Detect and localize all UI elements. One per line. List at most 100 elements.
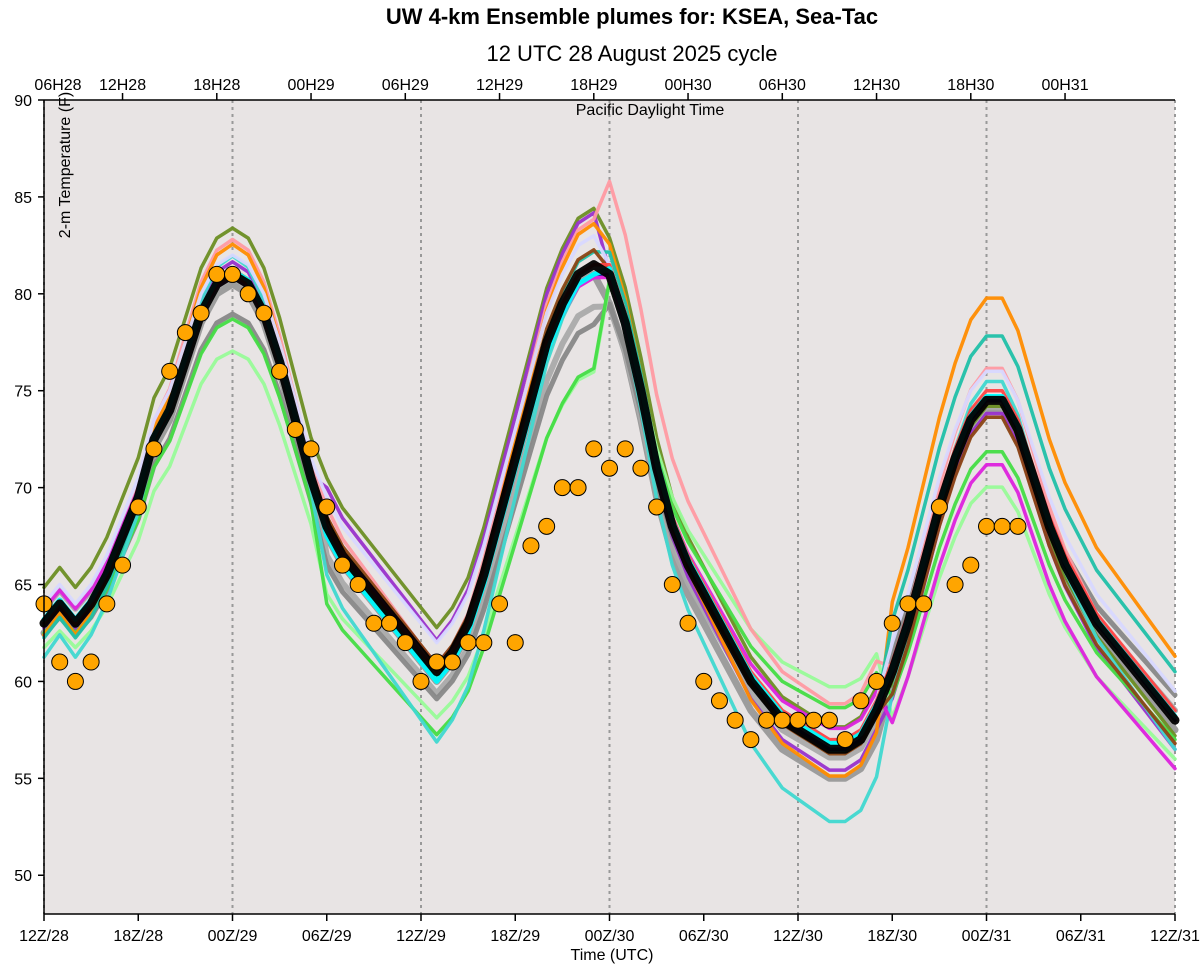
x-tick-label: 00Z/29 (208, 928, 258, 945)
observation-point (663, 576, 681, 594)
top-tick-label: 00H31 (1041, 77, 1088, 94)
observation-point (899, 595, 917, 613)
y-tick-label: 65 (14, 578, 32, 595)
observation-point (601, 459, 618, 477)
top-tick-label: 00H29 (287, 77, 334, 94)
x-tick-label: 12Z/31 (1150, 928, 1200, 945)
top-axis-label: Pacific Daylight Time (576, 102, 725, 119)
observation-point (946, 576, 964, 594)
series-line-member-orange (42, 221, 1177, 778)
observation-point (758, 711, 776, 729)
observation-point (255, 304, 273, 322)
observation-point (145, 440, 163, 458)
observation-point (459, 634, 477, 652)
observation-point (208, 265, 226, 283)
y-tick-label: 75 (14, 384, 32, 401)
observation-point (679, 614, 697, 632)
observation-point (491, 595, 509, 613)
observation-point (978, 517, 995, 535)
observations-layer (35, 265, 1027, 749)
x-tick-label: 12Z/30 (773, 928, 823, 945)
series-line-member-pink (42, 179, 1177, 722)
chart-subtitle: 12 UTC 28 August 2025 cycle (486, 41, 777, 66)
x-tick-label: 06Z/30 (679, 928, 729, 945)
observation-point (176, 324, 194, 342)
observation-point (286, 420, 304, 438)
observation-point (820, 711, 838, 729)
x-tick-label: 06Z/29 (302, 928, 352, 945)
observation-point (396, 634, 414, 652)
observation-point (962, 556, 980, 574)
observation-point (616, 440, 634, 458)
x-tick-label: 00Z/30 (585, 928, 635, 945)
observation-point (632, 459, 650, 477)
x-tick-label: 18Z/28 (113, 928, 163, 945)
y-axis-label: 2-m Temperature (F) (57, 92, 74, 238)
y-tick-label: 80 (14, 287, 32, 304)
y-tick-label: 90 (14, 93, 32, 110)
top-tick-label: 18H30 (947, 77, 994, 94)
observation-point (553, 479, 571, 497)
observation-point (114, 556, 132, 574)
observation-point (883, 614, 901, 632)
x-tick-label: 18Z/29 (490, 928, 540, 945)
observation-point (82, 653, 100, 671)
x-tick-label: 18Z/30 (867, 928, 917, 945)
observation-point (726, 711, 744, 729)
observation-point (129, 498, 147, 516)
observation-point (66, 672, 84, 690)
observation-point (585, 440, 603, 458)
top-tick-label: 06H28 (34, 77, 81, 94)
observation-point (224, 265, 241, 283)
top-tick-label: 12H29 (476, 77, 523, 94)
observation-point (412, 672, 430, 690)
x-tick-label: 00Z/31 (962, 928, 1012, 945)
y-tick-label: 85 (14, 190, 32, 207)
observation-point (836, 731, 854, 749)
observation-point (648, 498, 666, 516)
observation-point (930, 498, 948, 516)
x-tick-label: 12Z/29 (396, 928, 446, 945)
observation-point (852, 692, 870, 710)
observation-point (538, 517, 556, 535)
top-tick-label: 06H30 (759, 77, 806, 94)
top-tick-label: 06H29 (382, 77, 429, 94)
observation-point (443, 653, 461, 671)
observation-point (271, 362, 289, 380)
observation-point (805, 711, 823, 729)
observation-point (993, 517, 1011, 535)
observation-point (569, 479, 587, 497)
y-tick-label: 55 (14, 771, 32, 788)
observation-point (98, 595, 116, 613)
top-tick-label: 12H30 (853, 77, 900, 94)
observation-point (318, 498, 336, 516)
chart-title: UW 4-km Ensemble plumes for: KSEA, Sea-T… (386, 4, 878, 29)
observation-point (522, 537, 540, 555)
observation-point (710, 692, 728, 710)
top-tick-label: 12H28 (99, 77, 146, 94)
y-tick-label: 50 (14, 868, 32, 885)
observation-point (239, 285, 257, 303)
observation-point (789, 711, 807, 729)
top-tick-label: 00H30 (664, 77, 711, 94)
observation-point (333, 556, 351, 574)
observation-point (1009, 517, 1027, 535)
y-tick-label: 70 (14, 481, 32, 498)
observation-point (742, 731, 760, 749)
top-tick-label: 18H28 (193, 77, 240, 94)
observation-point (51, 653, 69, 671)
y-tick-label: 60 (14, 674, 32, 691)
observation-point (161, 362, 179, 380)
observation-point (192, 304, 210, 322)
observation-point (773, 711, 791, 729)
observation-point (506, 634, 524, 652)
observation-point (475, 634, 493, 652)
observation-point (915, 595, 933, 613)
x-tick-label: 12Z/28 (19, 928, 69, 945)
observation-point (302, 440, 320, 458)
observation-point (349, 576, 367, 594)
observation-point (365, 614, 383, 632)
top-tick-label: 18H29 (570, 77, 617, 94)
observation-point (868, 672, 886, 690)
